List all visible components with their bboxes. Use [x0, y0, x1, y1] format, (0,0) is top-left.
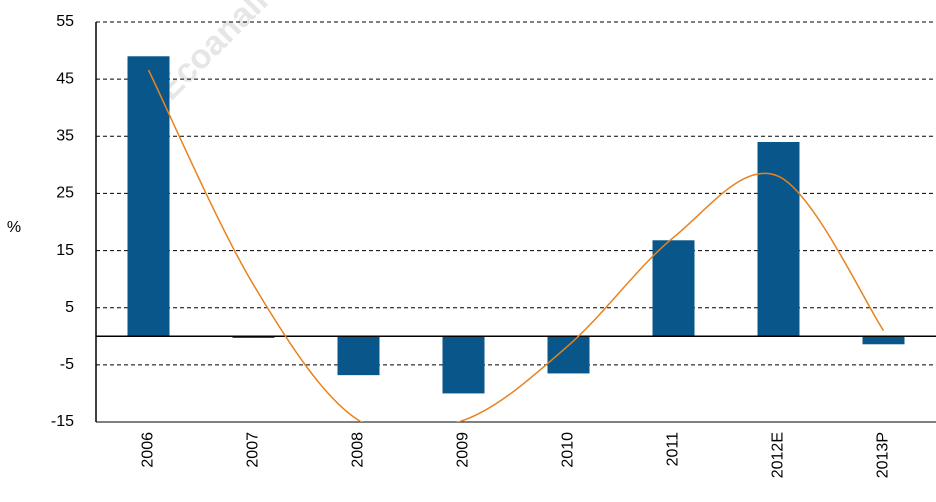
x-tick-label: 2010: [560, 432, 577, 468]
y-tick-label: -15: [51, 413, 74, 430]
y-axis-label: %: [7, 219, 21, 236]
bar: [547, 336, 590, 374]
y-tick-label: 45: [56, 70, 74, 87]
bar: [337, 336, 380, 376]
x-tick-label: 2009: [455, 432, 472, 468]
bar: [757, 142, 800, 337]
bar: [232, 336, 275, 338]
y-tick-label: -5: [60, 356, 74, 373]
y-tick-label: 25: [56, 185, 74, 202]
x-tick-label: 2011: [665, 432, 682, 467]
bar: [442, 336, 485, 394]
y-tick-label: 35: [56, 128, 74, 145]
x-tick-label: 2012E: [770, 432, 787, 478]
y-tick-label: 55: [56, 13, 74, 30]
bar: [127, 56, 170, 337]
bar: [862, 336, 905, 345]
x-tick-label: 2007: [245, 432, 262, 468]
bar: [652, 240, 695, 337]
trend-line: [147, 69, 885, 422]
y-tick-label: 15: [56, 242, 74, 259]
x-tick-label: 2008: [350, 432, 367, 468]
y-tick-label: 5: [65, 299, 74, 316]
x-tick-label: 2006: [140, 432, 157, 468]
x-tick-label: 2013P: [875, 432, 892, 478]
